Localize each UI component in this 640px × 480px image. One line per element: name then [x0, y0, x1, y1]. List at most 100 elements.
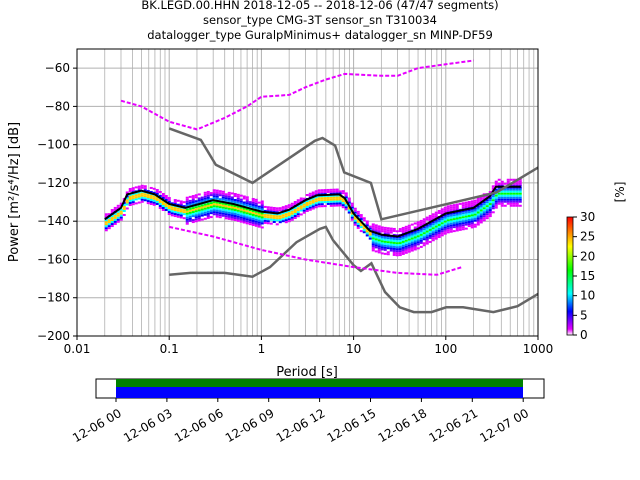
pdf-cell — [426, 227, 429, 229]
pdf-cell — [276, 217, 279, 219]
pdf-cell — [456, 203, 459, 205]
pdf-cell — [270, 219, 273, 221]
pdf-cell — [516, 201, 519, 203]
pdf-cell — [459, 213, 462, 215]
pdf-cell — [366, 220, 369, 222]
pdf-cell — [420, 240, 423, 242]
pdf-cell — [261, 208, 264, 210]
pdf-cell — [501, 197, 504, 199]
pdf-cell — [510, 197, 513, 199]
pdf-cell — [405, 228, 408, 230]
pdf-cell — [312, 208, 315, 210]
pdf-cell — [408, 241, 411, 243]
pdf-cell — [393, 230, 396, 232]
pdf-cell — [162, 207, 165, 209]
pdf-cell — [516, 205, 519, 207]
pdf-cell — [489, 211, 492, 213]
pdf-cell — [189, 216, 192, 218]
pdf-cell — [186, 215, 189, 217]
pdf-cell — [399, 238, 402, 240]
pdf-cell — [120, 217, 123, 219]
pdf-cell — [312, 206, 315, 208]
pdf-cell — [393, 248, 396, 250]
pdf-cell — [474, 220, 477, 222]
pdf-cell — [204, 212, 207, 214]
pdf-cell — [513, 203, 516, 205]
pdf-cell — [384, 227, 387, 229]
pdf-cell — [516, 183, 519, 185]
pdf-cell — [465, 218, 468, 220]
pdf-cell — [207, 193, 210, 195]
pdf-cell — [318, 201, 321, 203]
pdf-cell — [357, 223, 360, 225]
pdf-cell — [342, 190, 345, 192]
pdf-cell — [462, 212, 465, 214]
pdf-cell — [489, 205, 492, 207]
pdf-cell — [321, 201, 324, 203]
pdf-cell — [435, 236, 438, 238]
pdf-cell — [411, 250, 414, 252]
pdf-cell — [297, 207, 300, 209]
pdf-cell — [261, 206, 264, 208]
y-tick-label: −100 — [37, 138, 70, 152]
pdf-cell — [333, 191, 336, 193]
pdf-cell — [513, 197, 516, 199]
pdf-cell — [219, 214, 222, 216]
pdf-cell — [327, 199, 330, 201]
pdf-cell — [447, 209, 450, 211]
pdf-cell — [240, 219, 243, 221]
pdf-cell — [165, 197, 168, 199]
pdf-cell — [444, 233, 447, 235]
pdf-cell — [375, 226, 378, 228]
pdf-cell — [261, 220, 264, 222]
pdf-cell — [240, 199, 243, 201]
pdf-cell — [399, 242, 402, 244]
pdf-cell — [156, 189, 159, 191]
pdf-cell — [216, 190, 219, 192]
pdf-cell — [258, 218, 261, 220]
pdf-cell — [501, 193, 504, 195]
pdf-cell — [282, 218, 285, 220]
colorbar-tick-label: 25 — [580, 230, 595, 244]
pdf-cell — [117, 219, 120, 221]
pdf-cell — [174, 199, 177, 201]
pdf-cell — [399, 250, 402, 252]
pdf-cell — [426, 229, 429, 231]
timeline-tick-label: 12-06 21 — [426, 406, 480, 445]
pdf-cell — [234, 217, 237, 219]
pdf-cell — [195, 216, 198, 218]
pdf-cell — [417, 233, 420, 235]
pdf-cell — [447, 207, 450, 209]
pdf-cell — [402, 241, 405, 243]
pdf-cell — [225, 193, 228, 195]
pdf-cell — [255, 203, 258, 205]
pdf-cell — [225, 215, 228, 217]
pdf-cell — [447, 217, 450, 219]
pdf-cell — [438, 234, 441, 236]
pdf-cell — [297, 199, 300, 201]
pdf-cell — [288, 216, 291, 218]
pdf-cell — [177, 214, 180, 216]
pdf-cell — [432, 229, 435, 231]
pdf-cell — [471, 214, 474, 216]
pdf-cell — [150, 195, 153, 197]
pdf-cell — [303, 210, 306, 212]
pdf-cell — [213, 207, 216, 209]
pdf-cell — [276, 219, 279, 221]
pdf-cell — [372, 239, 375, 241]
pdf-cell — [228, 212, 231, 214]
pdf-cell — [504, 183, 507, 185]
pdf-cell — [519, 195, 522, 197]
pdf-cell — [504, 199, 507, 201]
pdf-cell — [153, 200, 156, 202]
pdf-cell — [441, 224, 444, 226]
pdf-cell — [402, 229, 405, 231]
pdf-cell — [105, 213, 108, 215]
pdf-cell — [381, 238, 384, 240]
pdf-cell — [390, 242, 393, 244]
pdf-cell — [381, 242, 384, 244]
pdf-cell — [150, 187, 153, 189]
pdf-cell — [216, 210, 219, 212]
pdf-cell — [123, 208, 126, 210]
pdf-cell — [249, 223, 252, 225]
